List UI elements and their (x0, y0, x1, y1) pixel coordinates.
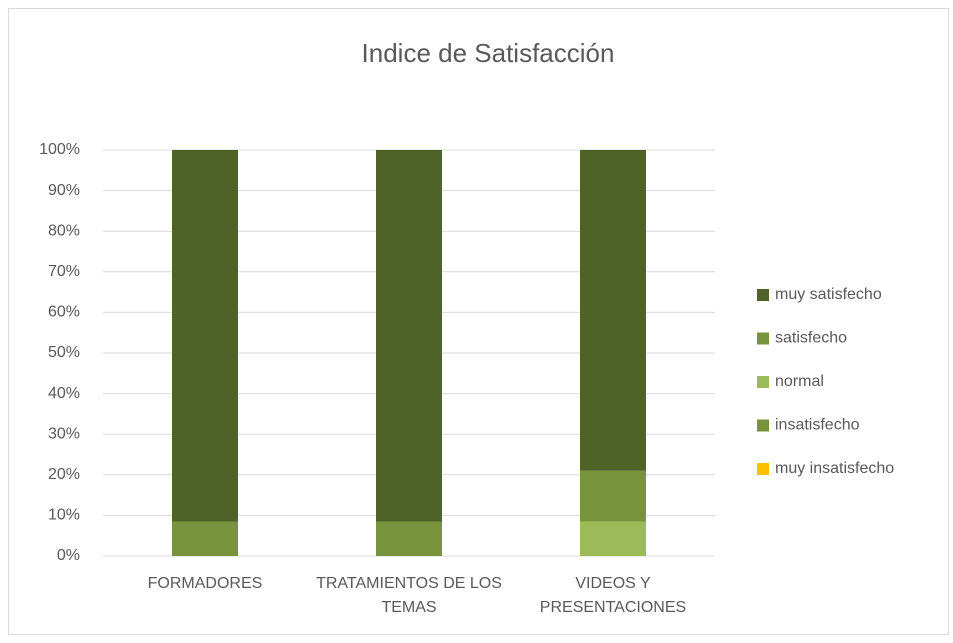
y-tick-label: 80% (48, 222, 80, 239)
bar-segment (376, 150, 442, 522)
x-tick-label: TRATAMIENTOS DE LOS TEMAS (316, 575, 502, 616)
y-tick-label: 100% (39, 141, 80, 158)
x-tick-label: FORMADORES (147, 575, 263, 592)
y-tick-label: 40% (48, 385, 80, 402)
bar-segment (376, 521, 442, 556)
y-tick-label: 0% (57, 547, 80, 564)
legend-swatch (757, 289, 769, 301)
bar-segment (580, 470, 646, 522)
y-tick-label: 60% (48, 304, 80, 321)
legend-label: satisfecho (775, 330, 847, 347)
y-tick-label: 70% (48, 263, 80, 280)
bar-segment (172, 521, 238, 556)
legend-swatch (757, 376, 769, 388)
legend-swatch (757, 419, 769, 432)
legend-label: muy satisfecho (775, 286, 882, 303)
chart-border (8, 8, 949, 635)
y-tick-label: 50% (48, 344, 80, 361)
bar-segment (580, 521, 646, 556)
bar-segment (172, 150, 238, 522)
legend-swatch (757, 332, 769, 345)
y-tick-label: 20% (48, 466, 80, 483)
chart-title: Indice de Satisfacción (362, 38, 615, 68)
y-tick-label: 10% (48, 507, 80, 524)
y-tick-label: 30% (48, 425, 80, 442)
legend-label: muy insatisfecho (775, 460, 894, 477)
y-tick-label: 90% (48, 182, 80, 199)
bar-segment (580, 150, 646, 471)
x-tick-label: VIDEOS Y PRESENTACIONES (539, 575, 687, 616)
legend-label: normal (775, 373, 824, 390)
legend-label: insatisfecho (775, 417, 860, 434)
legend-swatch (757, 463, 769, 475)
